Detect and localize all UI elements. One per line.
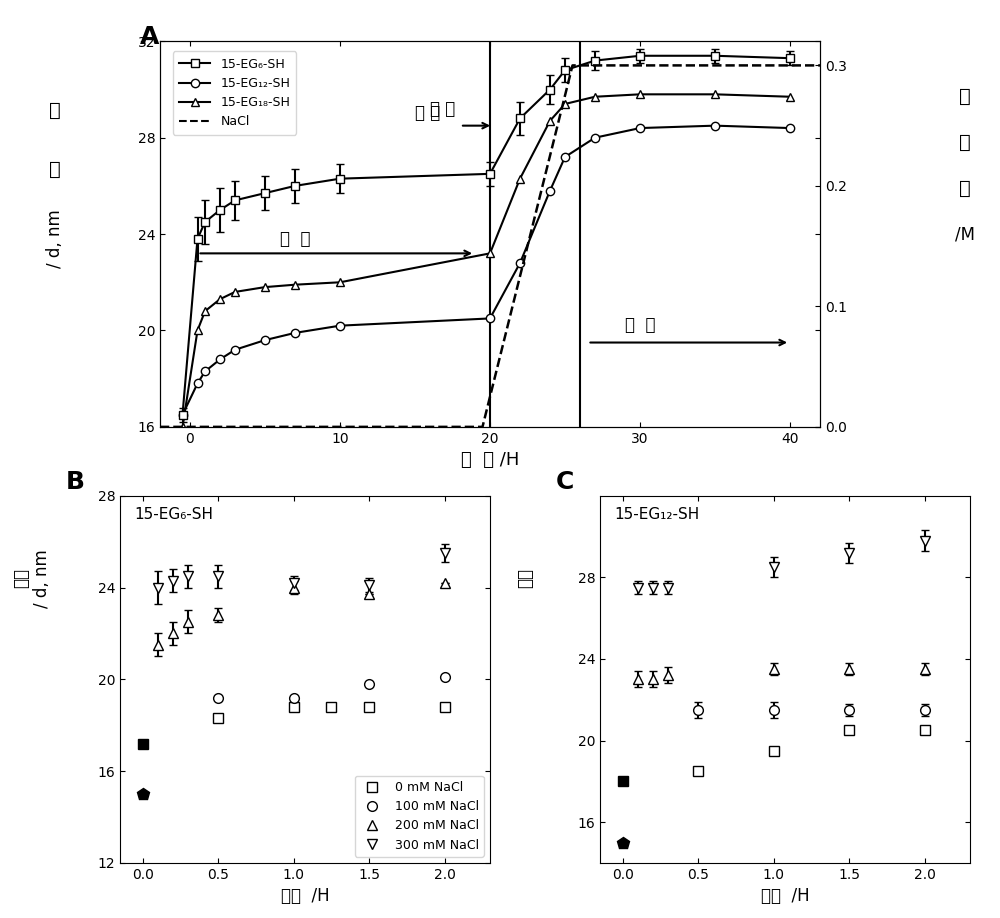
Text: 度: 度 [959,179,971,197]
15-EG₁₈-SH [514,174,526,185]
15-EG₁₂-SH [214,353,226,364]
Line: 15-EG₁₂-SH: 15-EG₁₂-SH [178,121,794,419]
Text: A: A [140,25,160,49]
15-EG₁₂-SH [709,120,721,131]
Text: 老  化: 老 化 [280,230,310,248]
15-EG₁₂-SH [199,366,211,377]
15-EG₁₂-SH [192,378,204,389]
Text: 盐: 盐 [959,87,971,106]
15-EG₁₂-SH [514,257,526,268]
Text: 粒径
/ d, nm: 粒径 / d, nm [13,549,51,608]
15-EG₁₈-SH [784,91,796,102]
15-EG₁₂-SH [484,313,496,324]
Legend: 0 mM NaCl, 100 mM NaCl, 200 mM NaCl, 300 mM NaCl: 0 mM NaCl, 100 mM NaCl, 200 mM NaCl, 300… [355,776,484,856]
15-EG₁₈-SH [199,306,211,317]
15-EG₁₈-SH [176,421,188,432]
15-EG₁₈-SH [559,98,571,109]
Text: 粒: 粒 [49,101,61,119]
Text: 孵  育: 孵 育 [625,317,655,334]
15-EG₁₈-SH [484,248,496,259]
NaCl [567,60,579,71]
Text: 粒径: 粒径 [516,568,534,588]
15-EG₁₂-SH [544,185,556,196]
15-EG₁₈-SH [214,294,226,305]
Text: B: B [66,470,84,494]
15-EG₁₈-SH [192,325,204,336]
Legend: 15-EG₆-SH, 15-EG₁₂-SH, 15-EG₁₈-SH, NaCl: 15-EG₆-SH, 15-EG₁₂-SH, 15-EG₁₈-SH, NaCl [173,51,296,135]
15-EG₁₂-SH [176,409,188,420]
15-EG₁₂-SH [334,320,346,331]
NaCl [154,421,166,432]
Text: /M: /M [955,225,975,243]
15-EG₁₈-SH [259,282,271,293]
NaCl [814,60,826,71]
Text: 濃: 濃 [959,133,971,151]
X-axis label: 时  间 /H: 时 间 /H [461,452,519,469]
15-EG₁₈-SH [229,286,241,297]
15-EG₁₂-SH [289,328,301,339]
NaCl [477,421,489,432]
15-EG₁₈-SH [289,279,301,290]
Text: / d, nm: / d, nm [978,554,992,603]
X-axis label: 时间  /H: 时间 /H [281,888,329,905]
15-EG₁₂-SH [634,122,646,133]
X-axis label: 时间  /H: 时间 /H [761,888,809,905]
NaCl [567,60,579,71]
Text: 径: 径 [49,161,61,179]
Text: C: C [556,470,574,494]
15-EG₁₈-SH [334,276,346,287]
Text: 15-EG₁₂-SH: 15-EG₁₂-SH [615,507,700,521]
Text: / d, nm: / d, nm [46,209,64,268]
Line: 15-EG₁₈-SH: 15-EG₁₈-SH [178,90,794,431]
15-EG₁₂-SH [259,334,271,345]
Text: 加 盐: 加 盐 [415,105,440,122]
15-EG₁₈-SH [709,89,721,100]
15-EG₁₈-SH [544,116,556,127]
15-EG₁₂-SH [229,344,241,355]
15-EG₁₂-SH [559,151,571,162]
15-EG₁₂-SH [589,132,601,143]
Text: 加 盐: 加 盐 [430,99,455,118]
15-EG₁₈-SH [589,91,601,102]
15-EG₁₂-SH [784,122,796,133]
Text: 15-EG₆-SH: 15-EG₆-SH [135,507,214,521]
NaCl [477,421,489,432]
Line: NaCl: NaCl [160,65,820,427]
15-EG₁₈-SH [634,89,646,100]
